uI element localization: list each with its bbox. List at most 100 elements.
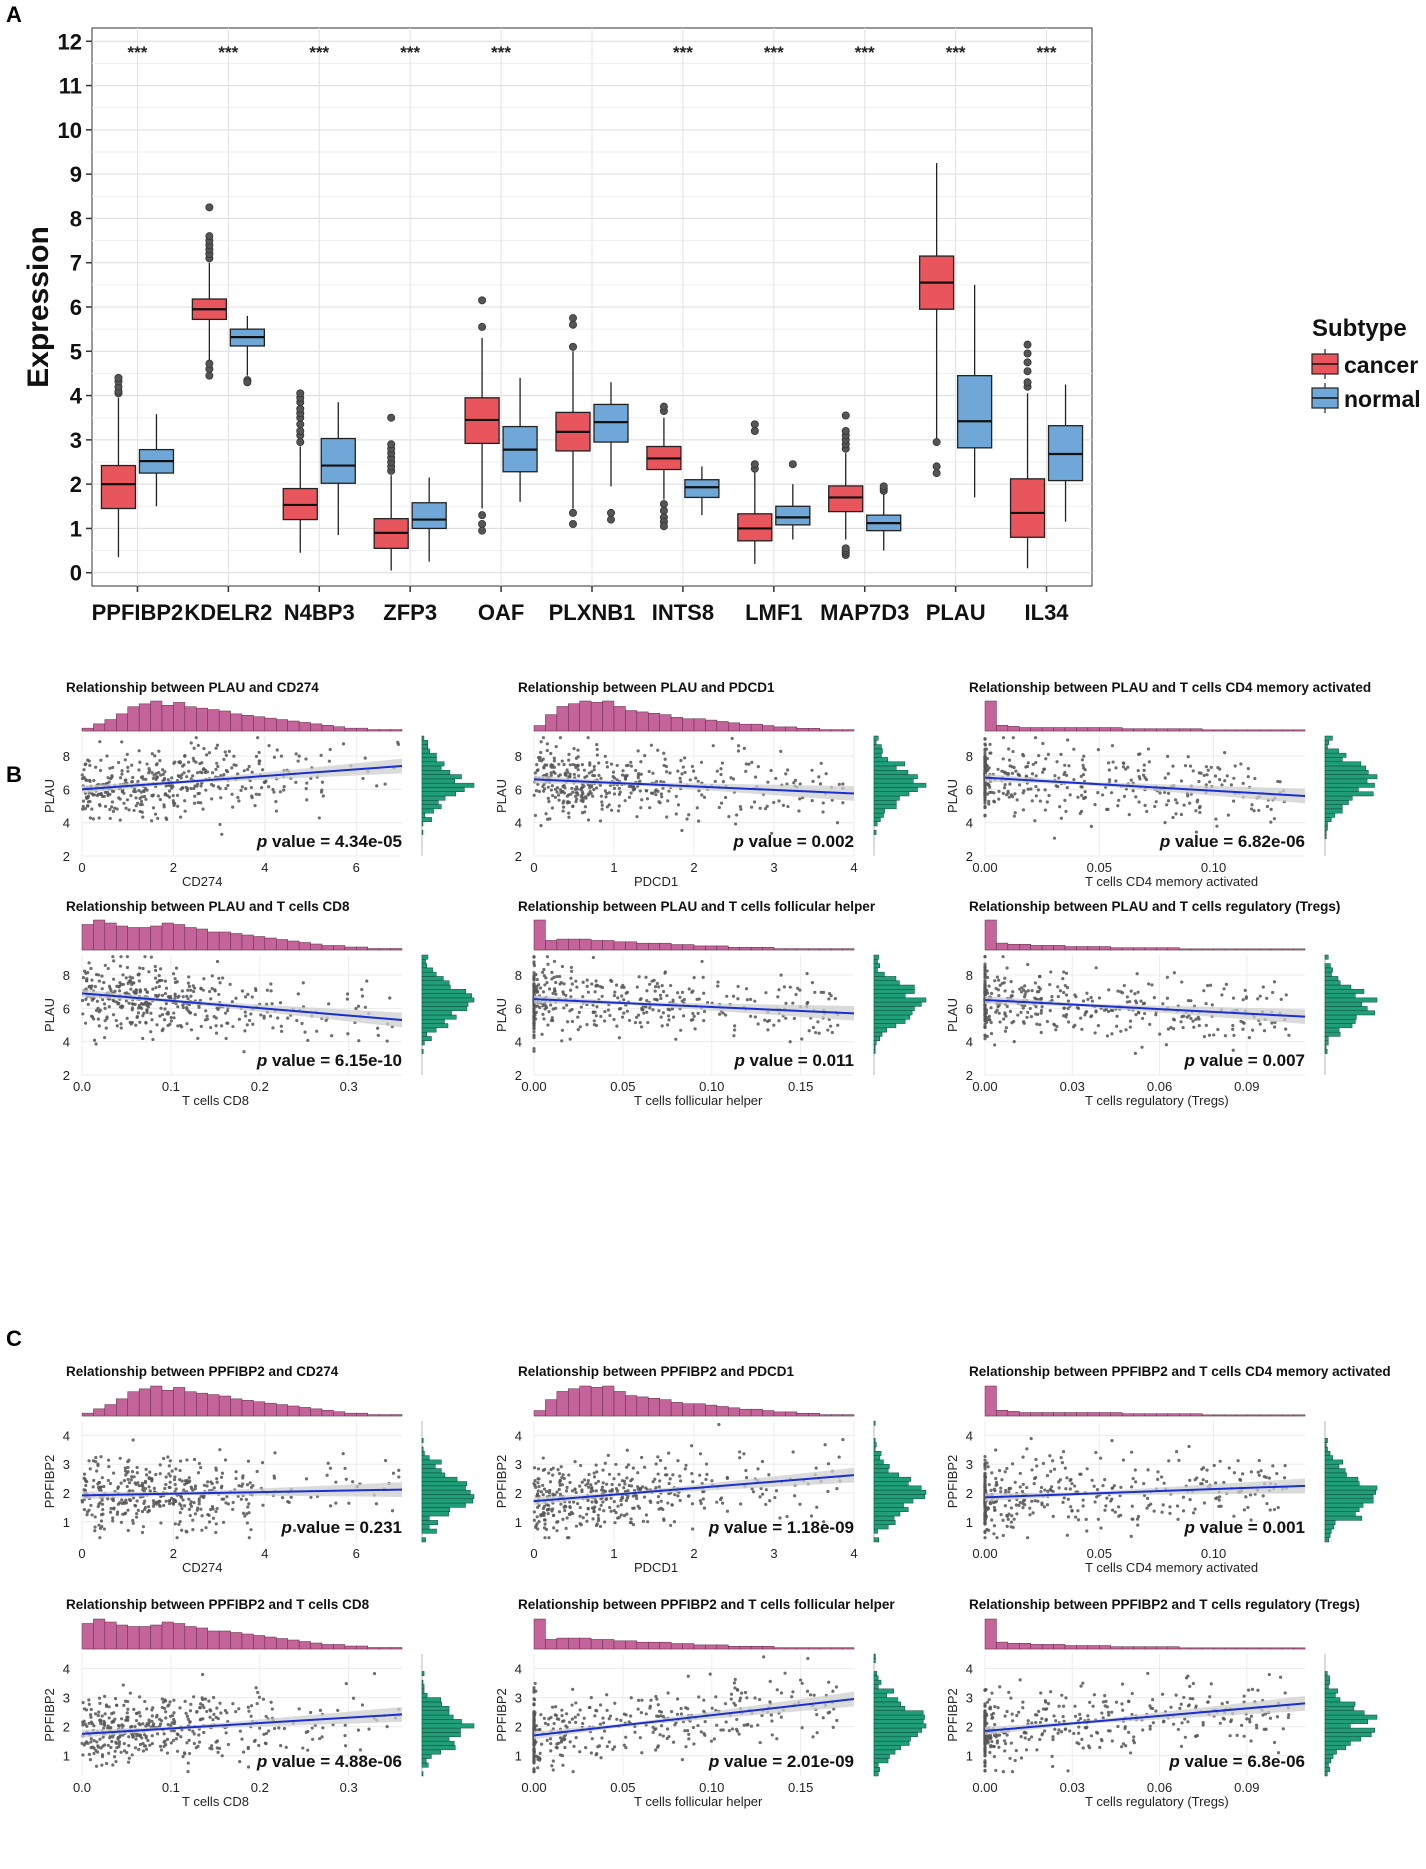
marginal-bar-y bbox=[1324, 830, 1327, 835]
marginal-bar-x bbox=[184, 1391, 197, 1417]
marginal-bar-x bbox=[819, 948, 832, 951]
data-point bbox=[102, 1035, 107, 1040]
data-point bbox=[144, 777, 148, 781]
data-point bbox=[268, 1014, 273, 1018]
data-point bbox=[1011, 736, 1015, 740]
data-point bbox=[1073, 1484, 1077, 1488]
data-point bbox=[110, 800, 114, 804]
data-point bbox=[1012, 765, 1016, 770]
data-point bbox=[819, 761, 823, 765]
data-point bbox=[807, 1029, 811, 1033]
data-point bbox=[1136, 1523, 1140, 1527]
data-point bbox=[679, 780, 683, 784]
data-point bbox=[173, 980, 178, 985]
marginal-bar-x bbox=[613, 706, 626, 732]
data-point bbox=[1218, 778, 1222, 782]
data-point bbox=[1003, 1011, 1007, 1015]
scatter-plot: Relationship between PPFIBP2 and T cells… bbox=[945, 1364, 1391, 1575]
data-point bbox=[1030, 799, 1034, 803]
data-point bbox=[157, 984, 162, 989]
data-point bbox=[197, 1461, 202, 1466]
data-point bbox=[532, 1010, 536, 1015]
data-point bbox=[82, 1472, 87, 1476]
marginal-bar-x bbox=[1076, 1412, 1089, 1417]
data-point bbox=[137, 1695, 142, 1699]
marginal-bar-x bbox=[1224, 948, 1237, 951]
data-point bbox=[145, 1707, 149, 1711]
data-point bbox=[557, 762, 561, 766]
data-point bbox=[100, 974, 104, 978]
fit-line bbox=[81, 1488, 403, 1497]
data-point bbox=[763, 807, 768, 811]
data-point bbox=[234, 996, 238, 1000]
data-point bbox=[658, 801, 662, 805]
data-point bbox=[639, 1025, 644, 1029]
data-point bbox=[797, 809, 801, 813]
data-point bbox=[557, 1487, 561, 1492]
data-point bbox=[605, 765, 610, 769]
data-point bbox=[816, 1020, 820, 1024]
data-point bbox=[189, 786, 193, 791]
data-point bbox=[667, 1451, 671, 1455]
data-point bbox=[236, 795, 240, 800]
data-point bbox=[595, 753, 599, 757]
data-point bbox=[1107, 768, 1111, 772]
data-point bbox=[195, 1508, 199, 1512]
data-point bbox=[88, 1467, 92, 1471]
data-point bbox=[1163, 821, 1167, 825]
data-point bbox=[633, 1020, 638, 1025]
data-point bbox=[613, 1521, 617, 1525]
marginal-bar-x bbox=[1007, 726, 1020, 732]
plot-title: Relationship between PPFIBP2 and CD274 bbox=[66, 1364, 339, 1379]
data-point bbox=[1068, 793, 1072, 797]
marginal-bar-x bbox=[1236, 948, 1249, 951]
data-point bbox=[134, 804, 138, 808]
data-point bbox=[294, 780, 298, 784]
marginal-bar-y bbox=[1324, 1507, 1360, 1513]
data-point bbox=[682, 997, 686, 1002]
data-point bbox=[647, 769, 651, 774]
data-point bbox=[1269, 807, 1273, 811]
marginal-bar-y bbox=[1324, 817, 1332, 822]
data-point bbox=[716, 980, 720, 984]
data-point bbox=[545, 748, 549, 753]
y-axis-label: PPFIBP2 bbox=[945, 1455, 960, 1508]
data-point bbox=[1012, 1040, 1016, 1044]
data-point bbox=[232, 763, 236, 767]
data-point bbox=[363, 756, 367, 760]
marginal-bar-x bbox=[138, 1388, 151, 1417]
data-point bbox=[1282, 1476, 1287, 1480]
data-point bbox=[1146, 747, 1151, 751]
marginal-bar-y bbox=[1324, 782, 1375, 788]
data-point bbox=[112, 789, 116, 793]
data-point bbox=[565, 768, 569, 772]
data-point bbox=[163, 792, 168, 796]
data-point bbox=[623, 799, 627, 803]
data-point bbox=[990, 1518, 994, 1522]
data-point bbox=[736, 749, 741, 753]
data-point bbox=[1272, 1025, 1277, 1029]
marginal-bar-x bbox=[1041, 945, 1054, 951]
data-point bbox=[1181, 1495, 1186, 1499]
data-point bbox=[1267, 1476, 1272, 1480]
data-point bbox=[744, 769, 748, 773]
p-value-label: p value = 6.15e-10 bbox=[256, 1051, 402, 1070]
data-point bbox=[1057, 1486, 1061, 1490]
data-point bbox=[769, 768, 773, 773]
marginal-bar-y bbox=[873, 817, 881, 822]
data-point bbox=[702, 795, 707, 799]
data-point bbox=[983, 1025, 987, 1029]
marginal-bar-y bbox=[1324, 1515, 1363, 1521]
data-point bbox=[121, 1512, 125, 1516]
data-point bbox=[98, 792, 103, 796]
data-point bbox=[172, 1711, 176, 1715]
p-value-text: value = 0.007 bbox=[1195, 1051, 1305, 1070]
data-point bbox=[1119, 990, 1123, 994]
data-point bbox=[92, 1038, 97, 1042]
data-point bbox=[1212, 1463, 1216, 1468]
data-point bbox=[1268, 1508, 1272, 1512]
data-point bbox=[1227, 1466, 1231, 1470]
data-point bbox=[777, 1019, 781, 1023]
data-point bbox=[1045, 1503, 1050, 1507]
data-point bbox=[126, 1470, 130, 1474]
